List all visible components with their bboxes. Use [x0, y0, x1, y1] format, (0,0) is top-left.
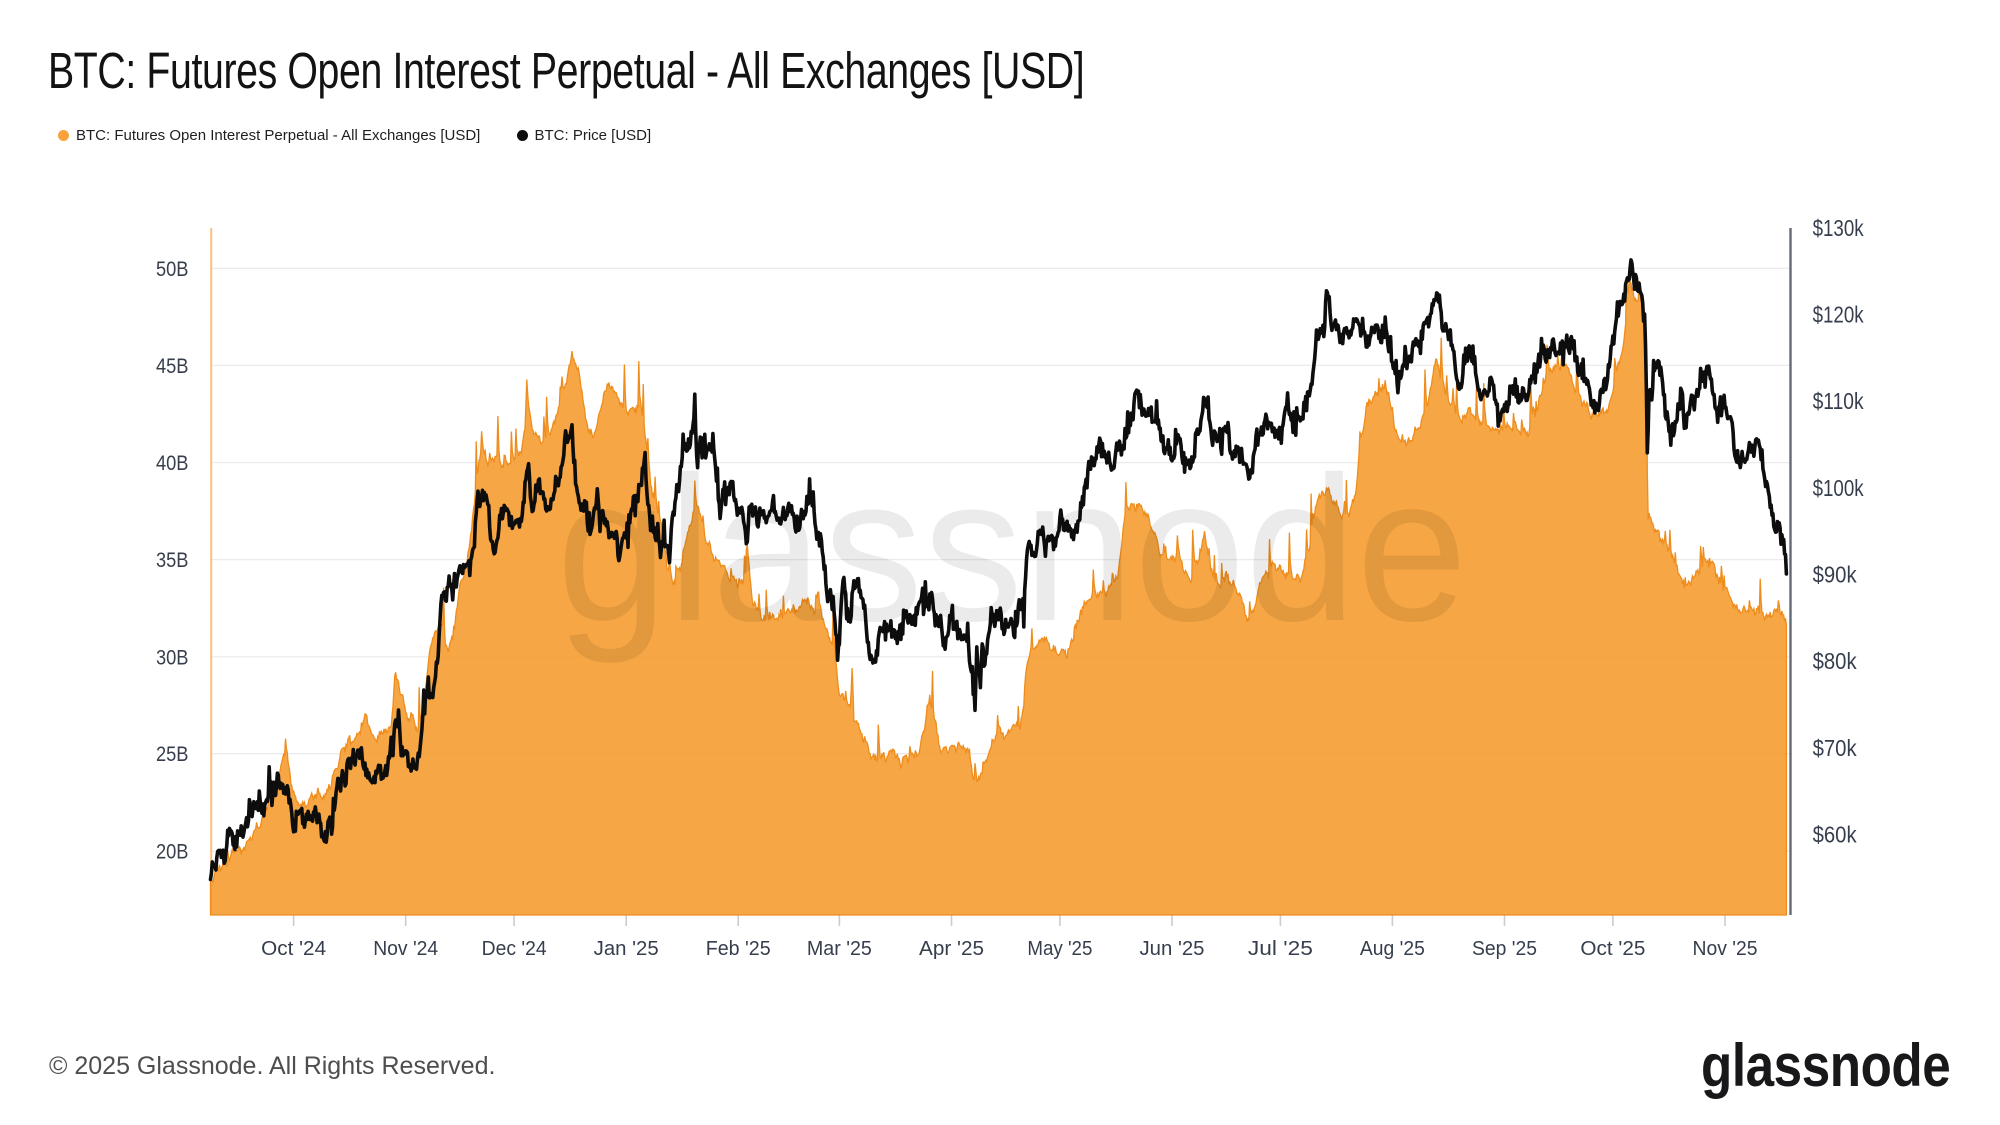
- svg-text:$70k: $70k: [1813, 735, 1857, 761]
- svg-text:$80k: $80k: [1813, 648, 1857, 674]
- svg-text:Jul '25: Jul '25: [1248, 938, 1313, 960]
- svg-text:Sep '25: Sep '25: [1472, 938, 1537, 960]
- svg-text:Jan '25: Jan '25: [594, 938, 659, 960]
- svg-text:25B: 25B: [156, 742, 189, 766]
- svg-text:Oct '25: Oct '25: [1580, 938, 1645, 960]
- svg-text:Nov '25: Nov '25: [1693, 938, 1758, 960]
- svg-text:Feb '25: Feb '25: [706, 938, 771, 960]
- svg-text:20B: 20B: [156, 840, 189, 864]
- svg-text:35B: 35B: [156, 548, 189, 572]
- svg-text:$90k: $90k: [1813, 562, 1857, 588]
- svg-text:45B: 45B: [156, 354, 189, 378]
- svg-text:$60k: $60k: [1813, 822, 1857, 848]
- svg-text:$110k: $110k: [1813, 388, 1864, 414]
- svg-text:May '25: May '25: [1027, 938, 1092, 960]
- svg-text:Apr '25: Apr '25: [919, 938, 984, 960]
- svg-text:Nov '24: Nov '24: [373, 938, 438, 960]
- svg-text:$120k: $120k: [1813, 302, 1864, 328]
- svg-text:glassnode: glassnode: [557, 434, 1468, 664]
- svg-text:30B: 30B: [156, 645, 189, 669]
- svg-text:Oct '24: Oct '24: [261, 938, 326, 960]
- svg-text:Aug '25: Aug '25: [1360, 938, 1425, 960]
- svg-text:Dec '24: Dec '24: [482, 938, 547, 960]
- svg-text:$130k: $130k: [1813, 215, 1864, 241]
- svg-text:Jun '25: Jun '25: [1140, 938, 1205, 960]
- svg-text:Mar '25: Mar '25: [807, 938, 872, 960]
- svg-text:$100k: $100k: [1813, 475, 1864, 501]
- svg-text:40B: 40B: [156, 451, 189, 475]
- svg-text:50B: 50B: [156, 257, 189, 281]
